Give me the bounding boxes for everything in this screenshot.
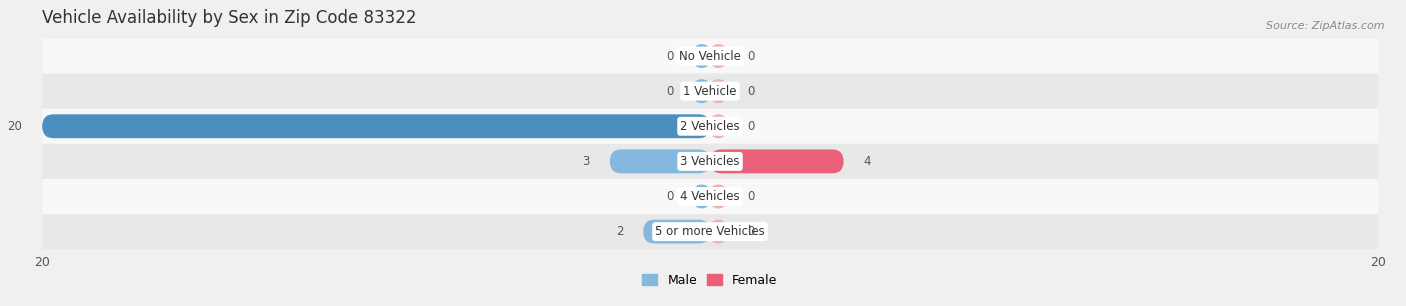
FancyBboxPatch shape: [42, 39, 1378, 73]
FancyBboxPatch shape: [710, 185, 727, 208]
Text: 3 Vehicles: 3 Vehicles: [681, 155, 740, 168]
Text: 0: 0: [666, 190, 673, 203]
FancyBboxPatch shape: [42, 214, 1378, 249]
Text: 2 Vehicles: 2 Vehicles: [681, 120, 740, 133]
Legend: Male, Female: Male, Female: [637, 269, 783, 292]
FancyBboxPatch shape: [610, 149, 710, 173]
FancyBboxPatch shape: [693, 44, 710, 68]
FancyBboxPatch shape: [710, 149, 844, 173]
Text: 0: 0: [747, 50, 754, 62]
FancyBboxPatch shape: [710, 114, 727, 138]
FancyBboxPatch shape: [693, 185, 710, 208]
FancyBboxPatch shape: [693, 79, 710, 103]
Text: 0: 0: [747, 190, 754, 203]
Text: 0: 0: [666, 85, 673, 98]
Text: 2: 2: [616, 225, 623, 238]
Text: 1 Vehicle: 1 Vehicle: [683, 85, 737, 98]
FancyBboxPatch shape: [710, 79, 727, 103]
Text: 0: 0: [747, 225, 754, 238]
FancyBboxPatch shape: [42, 73, 1378, 109]
Text: 4: 4: [863, 155, 872, 168]
Text: Vehicle Availability by Sex in Zip Code 83322: Vehicle Availability by Sex in Zip Code …: [42, 9, 416, 27]
Text: 5 or more Vehicles: 5 or more Vehicles: [655, 225, 765, 238]
Text: No Vehicle: No Vehicle: [679, 50, 741, 62]
Text: 0: 0: [747, 120, 754, 133]
Text: 3: 3: [582, 155, 589, 168]
FancyBboxPatch shape: [42, 144, 1378, 179]
Text: 4 Vehicles: 4 Vehicles: [681, 190, 740, 203]
FancyBboxPatch shape: [42, 114, 710, 138]
FancyBboxPatch shape: [710, 220, 727, 244]
FancyBboxPatch shape: [42, 179, 1378, 214]
FancyBboxPatch shape: [710, 44, 727, 68]
Text: Source: ZipAtlas.com: Source: ZipAtlas.com: [1267, 21, 1385, 32]
Text: 0: 0: [666, 50, 673, 62]
FancyBboxPatch shape: [42, 109, 1378, 144]
Text: 0: 0: [747, 85, 754, 98]
Text: 20: 20: [7, 120, 22, 133]
FancyBboxPatch shape: [643, 220, 710, 244]
